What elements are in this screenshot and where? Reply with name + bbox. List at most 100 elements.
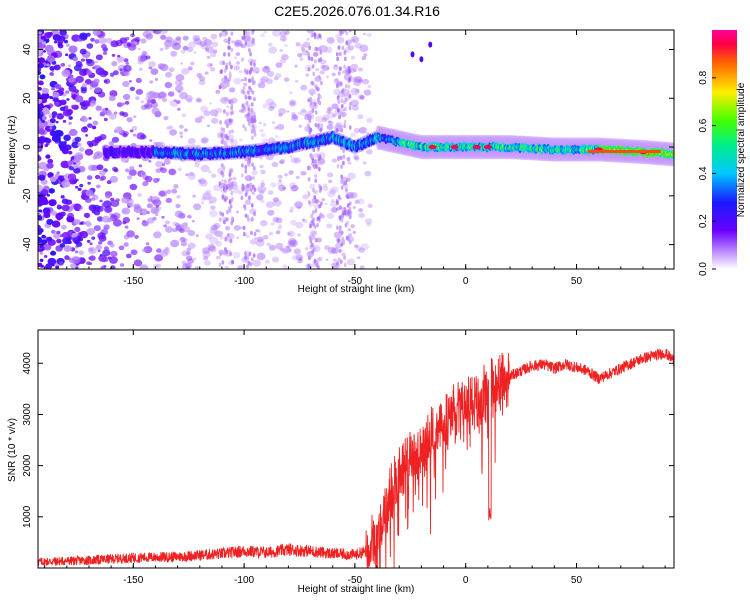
spectrogram-cell xyxy=(268,137,276,143)
spectrogram-cell xyxy=(259,78,266,84)
spectrogram-cell xyxy=(253,187,257,192)
spectrogram-cell xyxy=(287,240,296,248)
spectrogram-cell xyxy=(219,236,224,240)
spectrogram-cell xyxy=(220,170,224,175)
spectrogram-cell xyxy=(314,159,317,164)
spectrogram-cell xyxy=(251,90,255,95)
spectrogram-cell xyxy=(262,234,269,240)
spectrogram-cell xyxy=(141,248,147,253)
spectrogram-cell xyxy=(309,154,313,159)
spectrogram-cell xyxy=(63,134,71,142)
spectrogram-heatmap xyxy=(38,30,674,269)
spectrogram-cell xyxy=(251,169,258,176)
spectrogram-cell xyxy=(73,64,82,72)
spectrogram-cell xyxy=(102,249,111,257)
spectrogram-cell xyxy=(256,236,264,243)
spectrogram-cell xyxy=(178,81,184,86)
spectrogram-cell xyxy=(348,93,352,99)
spectrogram-cell xyxy=(234,56,238,60)
spectrogram-cell xyxy=(333,258,338,262)
spectrogram-cell xyxy=(161,163,166,166)
spectrogram-cell xyxy=(48,188,55,194)
spectrogram-cell xyxy=(188,41,196,48)
spectrogram-cell xyxy=(313,101,317,107)
spectrogram-cell xyxy=(250,203,254,208)
spectrogram-cell xyxy=(251,76,255,81)
spectrogram-cell xyxy=(47,257,57,266)
spectrogram-cell xyxy=(264,65,269,70)
spectrogram-cell xyxy=(283,77,290,82)
spectrogram-cell xyxy=(195,97,202,103)
spectrogram-cell xyxy=(165,220,170,225)
spectrogram-cell xyxy=(247,107,251,112)
spectrogram-cell xyxy=(49,72,54,76)
spectrogram-cell xyxy=(358,247,366,253)
spectrogram-cell xyxy=(313,195,317,200)
spectrogram-cell xyxy=(262,66,271,73)
spectrogram-cell xyxy=(339,81,343,86)
spectrogram-cell xyxy=(262,103,269,109)
spectrogram-cell xyxy=(253,62,256,67)
spectrogram-x-tick-label: -100 xyxy=(234,276,254,287)
spectrogram-cell xyxy=(103,117,108,122)
spectrogram-cell xyxy=(361,56,367,61)
spectrogram-cell xyxy=(247,78,251,83)
spectrogram-cell xyxy=(347,236,350,242)
spectrogram-cell xyxy=(251,135,254,141)
spectrogram-cell xyxy=(360,243,369,251)
spectrogram-cell xyxy=(312,217,316,222)
spectrogram-cell xyxy=(192,34,200,42)
spectrogram-cell xyxy=(305,50,309,54)
spectrogram-cell xyxy=(329,188,337,195)
spectrogram-cell xyxy=(96,164,104,171)
spectrogram-cell xyxy=(307,98,311,103)
spectrogram-cell xyxy=(348,125,352,130)
spectrogram-cell xyxy=(68,166,74,171)
spectrogram-cell xyxy=(97,249,101,253)
spectrogram-cell xyxy=(240,108,244,113)
spectrogram-cell xyxy=(278,224,282,227)
spectrogram-cell xyxy=(60,62,66,67)
spectrogram-cell xyxy=(348,106,352,111)
spectrogram-cell xyxy=(336,200,339,206)
spectrogram-cell xyxy=(126,175,133,180)
colorbar-tick-label: 0.0 xyxy=(698,262,709,276)
spectrogram-cell xyxy=(178,91,189,100)
spectrogram-cell xyxy=(77,237,81,241)
spectrogram-cell xyxy=(334,122,340,127)
spectrogram-cell xyxy=(267,190,274,196)
spectrogram-cell xyxy=(57,139,62,143)
spectrogram-cell xyxy=(308,200,311,205)
spectrogram-cell xyxy=(251,59,257,64)
spectrogram-cell xyxy=(163,115,169,121)
spectrogram-cell xyxy=(247,95,251,100)
spectrogram-cell xyxy=(244,95,248,100)
spectrogram-cell xyxy=(68,121,72,125)
spectrogram-cell xyxy=(352,38,356,42)
spectrogram-cell xyxy=(74,95,84,103)
spectrogram-cell xyxy=(348,69,351,74)
spectrogram-cell xyxy=(123,242,129,247)
spectrogram-cell xyxy=(53,64,61,71)
spectrogram-cell xyxy=(60,179,64,182)
spectrogram-cell xyxy=(334,64,338,68)
spectrogram-cell xyxy=(230,216,234,221)
spectrogram-cell xyxy=(109,175,119,183)
spectrogram-cell xyxy=(250,102,254,107)
spectrogram-cell xyxy=(251,184,255,189)
spectrogram-cell xyxy=(87,123,93,128)
spectrogram-cell xyxy=(330,201,338,208)
spectrogram-cell xyxy=(199,179,208,187)
spectrogram-cell xyxy=(91,236,96,240)
spectrogram-cell xyxy=(56,171,60,175)
spectrogram-cell xyxy=(330,186,339,194)
spectrogram-cell xyxy=(137,55,147,63)
spectrogram-cell xyxy=(195,234,199,237)
spectrogram-cell xyxy=(55,212,64,220)
spectrogram-cell xyxy=(343,50,347,56)
spectrogram-cell xyxy=(244,213,248,218)
spectrogram-cell xyxy=(222,60,225,66)
spectrogram-cell xyxy=(41,105,45,109)
spectrogram-cell xyxy=(251,124,255,129)
spectrogram-cell xyxy=(339,155,343,161)
